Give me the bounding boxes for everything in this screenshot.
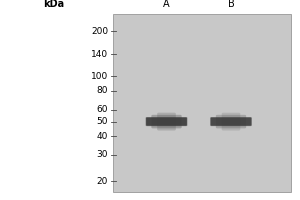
Text: 80: 80	[97, 86, 108, 95]
FancyBboxPatch shape	[222, 113, 240, 131]
Text: 100: 100	[91, 72, 108, 81]
FancyBboxPatch shape	[146, 117, 187, 126]
Text: A: A	[163, 0, 170, 9]
Text: 60: 60	[97, 105, 108, 114]
Text: 30: 30	[97, 150, 108, 159]
Text: B: B	[228, 0, 234, 9]
Text: 140: 140	[91, 50, 108, 59]
FancyBboxPatch shape	[157, 113, 176, 131]
FancyBboxPatch shape	[210, 117, 252, 126]
FancyBboxPatch shape	[211, 117, 251, 126]
Bar	[112, 14, 291, 192]
FancyBboxPatch shape	[152, 115, 182, 128]
FancyBboxPatch shape	[146, 117, 188, 126]
Text: kDa: kDa	[44, 0, 64, 9]
Text: 40: 40	[97, 132, 108, 141]
Text: 20: 20	[97, 177, 108, 186]
FancyBboxPatch shape	[216, 115, 246, 128]
Text: 200: 200	[91, 27, 108, 36]
Text: 50: 50	[97, 117, 108, 126]
